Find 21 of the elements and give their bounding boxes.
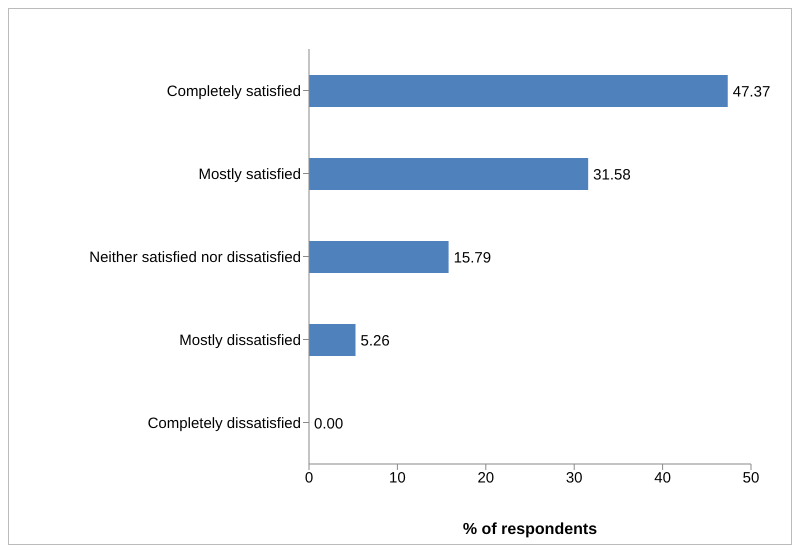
y-tick-label: Completely satisfied [166,82,301,100]
data-label: 5.26 [360,332,390,350]
x-tick-label: 0 [304,470,314,487]
bar [309,75,728,107]
data-label: 0.00 [314,415,344,432]
x-tick-label: 10 [389,470,406,487]
y-tick-label: Mostly satisfied [198,166,301,183]
data-label: 47.37 [732,83,770,100]
x-tick-label: 30 [566,470,583,487]
data-label: 15.79 [454,249,492,266]
x-axis-title: % of respondents [462,521,598,538]
y-tick-label: Neither satisfied nor dissatisfied [89,248,301,266]
data-label: 31.58 [593,166,631,184]
bar [309,324,356,356]
bar [309,158,588,190]
x-tick-label: 40 [654,470,671,487]
x-tick-label: 20 [477,470,494,487]
y-tick-label: Completely dissatisfied [148,414,301,432]
y-tick-label: Mostly dissatisfied [179,332,301,349]
bar [309,241,449,273]
x-tick-label: 50 [742,470,760,487]
